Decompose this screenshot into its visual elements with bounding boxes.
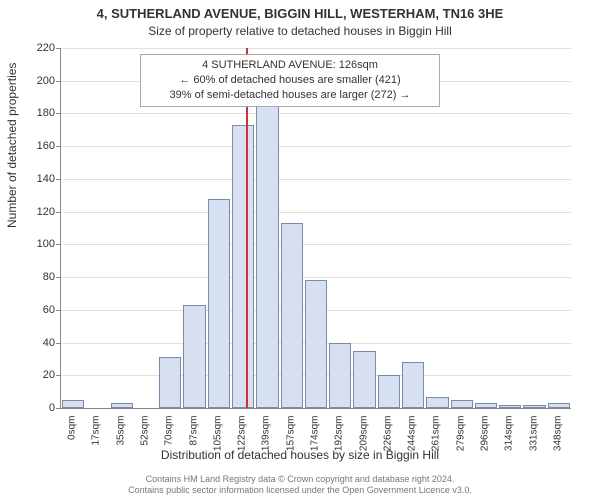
annotation-line1: 4 SUTHERLAND AVENUE: 126sqm [145, 58, 435, 73]
y-tick-label: 80 [15, 271, 55, 283]
x-tick-label: 279sqm [455, 416, 466, 456]
histogram-bar [159, 357, 181, 408]
y-tick-mark [56, 244, 60, 245]
y-tick-label: 0 [15, 402, 55, 414]
x-tick-label: 348sqm [552, 416, 563, 456]
x-tick-label: 209sqm [358, 416, 369, 456]
histogram-bar [475, 403, 497, 408]
footer-line1: Contains HM Land Registry data © Crown c… [0, 474, 600, 485]
histogram-bar [499, 405, 521, 408]
y-tick-mark [56, 343, 60, 344]
x-tick-label: 192sqm [334, 416, 345, 456]
y-tick-mark [56, 375, 60, 376]
chart-subtitle: Size of property relative to detached ho… [0, 24, 600, 38]
x-tick-label: 0sqm [67, 416, 78, 456]
x-tick-label: 174sqm [310, 416, 321, 456]
y-tick-mark [56, 408, 60, 409]
y-tick-label: 200 [15, 75, 55, 87]
y-tick-mark [56, 212, 60, 213]
x-tick-label: 157sqm [285, 416, 296, 456]
histogram-bar [208, 199, 230, 408]
footer-attribution: Contains HM Land Registry data © Crown c… [0, 474, 600, 496]
annotation-line2: ← 60% of detached houses are smaller (42… [145, 73, 435, 88]
histogram-bar [62, 400, 84, 408]
grid-line [61, 113, 571, 114]
y-tick-label: 120 [15, 206, 55, 218]
histogram-bar [353, 351, 375, 408]
y-tick-label: 220 [15, 42, 55, 54]
histogram-bar [378, 375, 400, 408]
x-tick-label: 35sqm [115, 416, 126, 456]
y-tick-label: 60 [15, 304, 55, 316]
property-size-histogram: 4, SUTHERLAND AVENUE, BIGGIN HILL, WESTE… [0, 0, 600, 500]
y-tick-label: 40 [15, 337, 55, 349]
x-tick-label: 226sqm [382, 416, 393, 456]
histogram-bar [256, 69, 278, 408]
grid-line [61, 212, 571, 213]
x-tick-label: 17sqm [91, 416, 102, 456]
histogram-bar [402, 362, 424, 408]
grid-line [61, 179, 571, 180]
histogram-bar [111, 403, 133, 408]
chart-title-address: 4, SUTHERLAND AVENUE, BIGGIN HILL, WESTE… [0, 6, 600, 21]
grid-line [61, 48, 571, 49]
y-tick-mark [56, 48, 60, 49]
annotation-box: 4 SUTHERLAND AVENUE: 126sqm ← 60% of det… [140, 54, 440, 107]
histogram-bar [548, 403, 570, 408]
x-tick-label: 122sqm [237, 416, 248, 456]
x-tick-label: 331sqm [528, 416, 539, 456]
y-tick-label: 160 [15, 140, 55, 152]
grid-line [61, 277, 571, 278]
x-tick-label: 70sqm [164, 416, 175, 456]
histogram-bar [329, 343, 351, 408]
x-tick-label: 296sqm [480, 416, 491, 456]
y-tick-mark [56, 179, 60, 180]
x-tick-label: 87sqm [188, 416, 199, 456]
histogram-bar [183, 305, 205, 408]
x-tick-label: 139sqm [261, 416, 272, 456]
y-tick-mark [56, 277, 60, 278]
y-tick-label: 100 [15, 238, 55, 250]
histogram-bar [451, 400, 473, 408]
x-tick-label: 244sqm [407, 416, 418, 456]
grid-line [61, 244, 571, 245]
footer-line2: Contains public sector information licen… [0, 485, 600, 496]
grid-line [61, 146, 571, 147]
x-tick-label: 105sqm [212, 416, 223, 456]
histogram-bar [232, 125, 254, 408]
histogram-bar [426, 397, 448, 408]
x-tick-label: 314sqm [504, 416, 515, 456]
y-tick-mark [56, 310, 60, 311]
y-tick-label: 140 [15, 173, 55, 185]
annotation-line3: 39% of semi-detached houses are larger (… [145, 88, 435, 103]
y-tick-mark [56, 146, 60, 147]
histogram-bar [523, 405, 545, 408]
x-tick-label: 52sqm [140, 416, 151, 456]
histogram-bar [281, 223, 303, 408]
x-tick-label: 261sqm [431, 416, 442, 456]
y-tick-label: 180 [15, 107, 55, 119]
y-tick-mark [56, 81, 60, 82]
y-tick-label: 20 [15, 369, 55, 381]
y-tick-mark [56, 113, 60, 114]
histogram-bar [305, 280, 327, 408]
